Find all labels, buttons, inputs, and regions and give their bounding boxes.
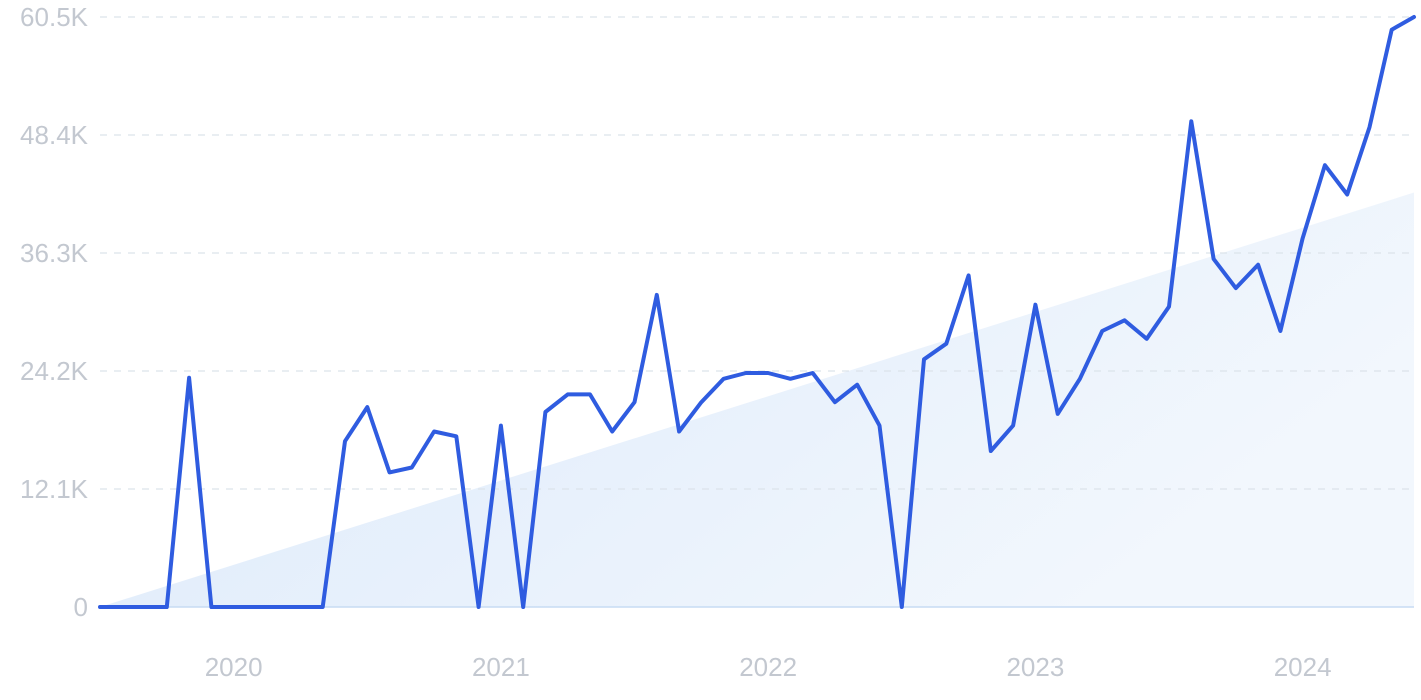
y-tick-label: 48.4K <box>20 120 89 150</box>
x-tick-label: 2021 <box>472 652 530 682</box>
y-tick-label: 36.3K <box>20 238 89 268</box>
y-tick-label: 0 <box>74 592 88 622</box>
x-tick-label: 2020 <box>205 652 263 682</box>
trend-area <box>100 192 1414 608</box>
x-tick-label: 2022 <box>739 652 797 682</box>
x-tick-label: 2023 <box>1006 652 1064 682</box>
series-line <box>98 15 1416 609</box>
y-tick-label: 60.5K <box>20 2 89 32</box>
y-tick-label: 12.1K <box>20 474 89 504</box>
x-tick-label: 2024 <box>1274 652 1332 682</box>
y-tick-label: 24.2K <box>20 356 89 386</box>
